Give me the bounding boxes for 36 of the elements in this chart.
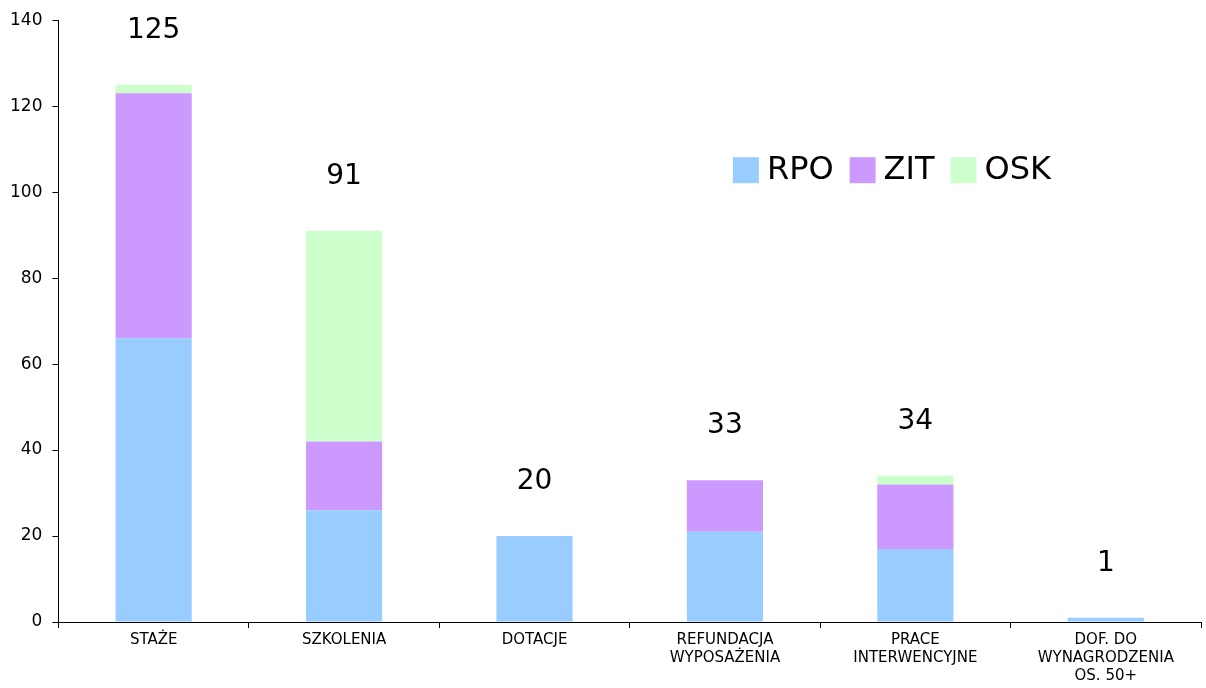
y-tick-label: 100 — [9, 180, 43, 201]
bar — [115, 84, 192, 94]
x-tick-label: PRACE INTERWENCYJNE — [853, 629, 978, 666]
total-label: 33 — [707, 407, 743, 441]
bar — [686, 480, 764, 532]
bar — [115, 93, 192, 339]
total-label: 91 — [326, 158, 362, 192]
bar — [877, 484, 954, 549]
bar — [496, 536, 573, 622]
bar — [686, 531, 764, 622]
legend-label: RPO — [766, 148, 834, 187]
y-tick-label: 80 — [20, 266, 43, 287]
y-tick-label: 140 — [9, 8, 43, 29]
bar — [306, 230, 383, 442]
total-label: 125 — [126, 11, 181, 45]
x-tick-label: SZKOLENIA — [301, 629, 387, 648]
bar — [877, 548, 954, 622]
bar — [1067, 617, 1144, 622]
total-label: 1 — [1096, 544, 1115, 578]
x-tick-label: DOF. DO WYNAGRODZENIA OS. 50+ — [1037, 629, 1175, 684]
y-tick-label: 20 — [20, 524, 43, 545]
total-label: 34 — [897, 403, 934, 437]
legend-label: ZIT — [883, 148, 935, 187]
bar — [306, 441, 383, 511]
x-tick-label: DOTACJE — [501, 629, 568, 648]
bar — [115, 338, 192, 622]
x-tick-label: STAŻE — [129, 628, 178, 648]
total-label: 20 — [516, 463, 553, 497]
bar — [306, 510, 383, 622]
x-tick-label: REFUNDACJA WYPOSAŻENIA — [669, 629, 781, 666]
y-tick-label: 60 — [20, 352, 43, 373]
y-tick-label: 120 — [9, 94, 43, 115]
y-tick-label: 0 — [31, 610, 43, 631]
legend-label: OSK — [984, 148, 1053, 187]
y-tick-label: 40 — [20, 438, 43, 459]
bar — [877, 475, 954, 485]
